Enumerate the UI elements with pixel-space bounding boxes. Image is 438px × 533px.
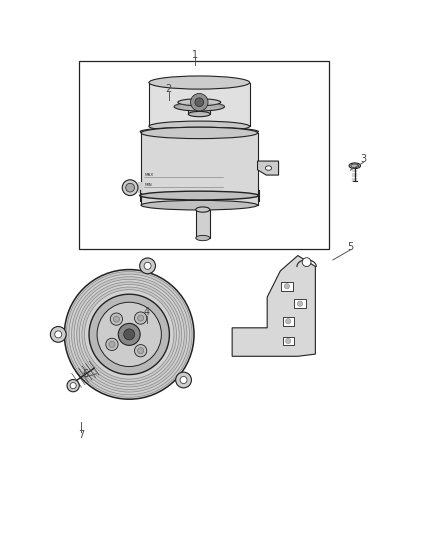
Bar bbox=[79, 61, 328, 249]
Bar bbox=[138, 182, 142, 193]
Ellipse shape bbox=[149, 76, 250, 89]
Text: MAX: MAX bbox=[145, 173, 154, 177]
FancyBboxPatch shape bbox=[294, 300, 306, 308]
Circle shape bbox=[134, 312, 147, 324]
Circle shape bbox=[286, 319, 291, 324]
Text: 2: 2 bbox=[166, 84, 172, 94]
Circle shape bbox=[124, 329, 134, 340]
Text: 6: 6 bbox=[82, 369, 88, 379]
Circle shape bbox=[50, 327, 66, 342]
Bar bbox=[141, 133, 258, 205]
Circle shape bbox=[122, 180, 138, 196]
Circle shape bbox=[138, 315, 144, 321]
Circle shape bbox=[126, 183, 134, 192]
Text: 5: 5 bbox=[347, 242, 353, 252]
Ellipse shape bbox=[351, 164, 359, 167]
Circle shape bbox=[70, 383, 76, 389]
Circle shape bbox=[82, 287, 177, 382]
Circle shape bbox=[176, 372, 191, 388]
FancyBboxPatch shape bbox=[283, 336, 294, 345]
Circle shape bbox=[64, 270, 194, 399]
Circle shape bbox=[55, 331, 62, 338]
Ellipse shape bbox=[188, 111, 210, 117]
Polygon shape bbox=[258, 161, 279, 175]
Circle shape bbox=[69, 274, 190, 394]
Text: MIN: MIN bbox=[145, 183, 152, 187]
FancyBboxPatch shape bbox=[281, 282, 293, 290]
Circle shape bbox=[79, 285, 179, 384]
Circle shape bbox=[144, 262, 151, 269]
Circle shape bbox=[302, 258, 311, 266]
Circle shape bbox=[77, 282, 182, 387]
Ellipse shape bbox=[140, 191, 259, 200]
Text: 7: 7 bbox=[78, 430, 84, 440]
Ellipse shape bbox=[196, 207, 210, 212]
Circle shape bbox=[113, 316, 120, 322]
Circle shape bbox=[85, 289, 174, 379]
Text: 1: 1 bbox=[192, 51, 198, 60]
Circle shape bbox=[286, 338, 291, 344]
Ellipse shape bbox=[140, 127, 258, 136]
Circle shape bbox=[134, 345, 147, 357]
Text: 4: 4 bbox=[144, 308, 150, 318]
Circle shape bbox=[74, 279, 184, 390]
Circle shape bbox=[66, 271, 192, 397]
FancyBboxPatch shape bbox=[283, 317, 294, 326]
Circle shape bbox=[297, 301, 303, 306]
Circle shape bbox=[67, 379, 79, 392]
Bar bbox=[149, 83, 250, 126]
Circle shape bbox=[191, 93, 208, 111]
Circle shape bbox=[106, 338, 118, 351]
Polygon shape bbox=[232, 255, 315, 356]
Circle shape bbox=[109, 341, 115, 348]
Circle shape bbox=[140, 258, 155, 274]
Circle shape bbox=[284, 284, 290, 289]
Circle shape bbox=[71, 277, 187, 392]
Bar bbox=[188, 106, 210, 114]
Circle shape bbox=[89, 294, 170, 375]
Ellipse shape bbox=[349, 163, 360, 168]
Circle shape bbox=[97, 302, 161, 367]
Ellipse shape bbox=[174, 102, 225, 111]
Circle shape bbox=[138, 348, 144, 354]
Ellipse shape bbox=[149, 121, 250, 132]
Circle shape bbox=[195, 98, 204, 107]
Ellipse shape bbox=[141, 200, 258, 210]
Circle shape bbox=[118, 324, 140, 345]
Circle shape bbox=[110, 313, 123, 325]
Bar bbox=[196, 209, 210, 238]
Ellipse shape bbox=[265, 166, 272, 170]
Ellipse shape bbox=[196, 236, 210, 241]
Text: 3: 3 bbox=[360, 154, 367, 164]
Ellipse shape bbox=[178, 99, 221, 106]
Ellipse shape bbox=[141, 127, 258, 139]
Circle shape bbox=[180, 376, 187, 384]
